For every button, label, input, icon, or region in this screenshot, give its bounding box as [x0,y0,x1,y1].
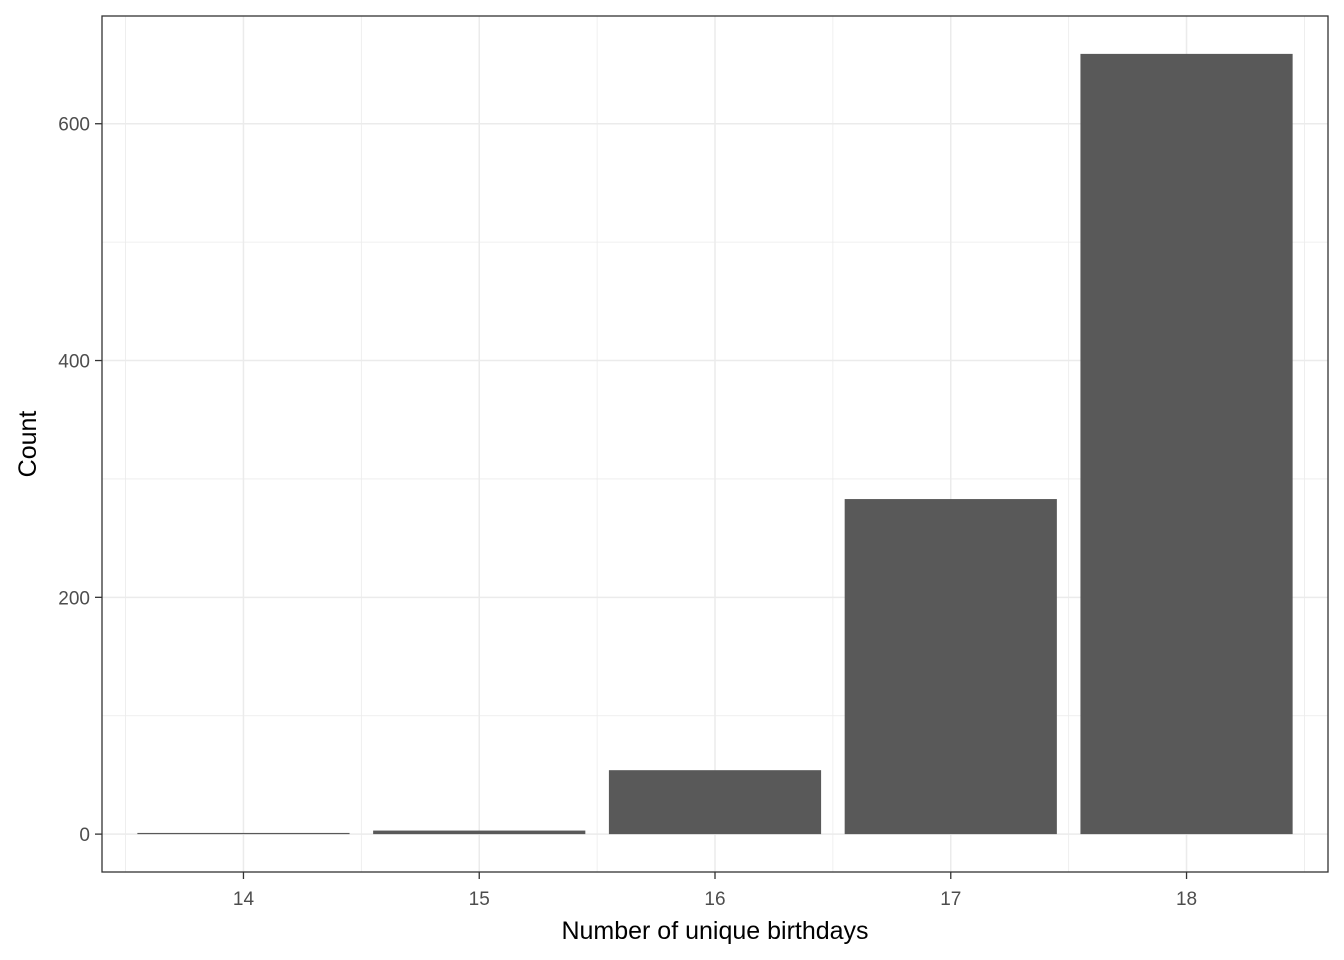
x-tick-label: 18 [1176,889,1197,910]
y-axis-title: Count [14,411,42,478]
x-axis-title: Number of unique birthdays [561,917,868,945]
x-tick-label: 14 [233,889,255,910]
bar-16 [608,770,822,835]
y-tick-label: 0 [79,825,90,846]
x-axis: 14 15 16 17 18 [233,872,1197,910]
y-tick-label: 200 [58,588,90,609]
y-axis: 0 200 400 600 [58,115,102,846]
bar-15 [373,830,586,835]
x-tick-label: 15 [469,889,490,910]
bar-14 [137,832,350,835]
bar-17 [844,499,1057,835]
y-tick-label: 600 [58,115,90,136]
x-tick-label: 17 [940,889,961,910]
y-tick-label: 400 [58,352,90,373]
minor-gridlines-x [125,16,1305,872]
bars [137,53,1293,835]
bar-18 [1080,53,1293,835]
x-tick-label: 16 [704,889,725,910]
